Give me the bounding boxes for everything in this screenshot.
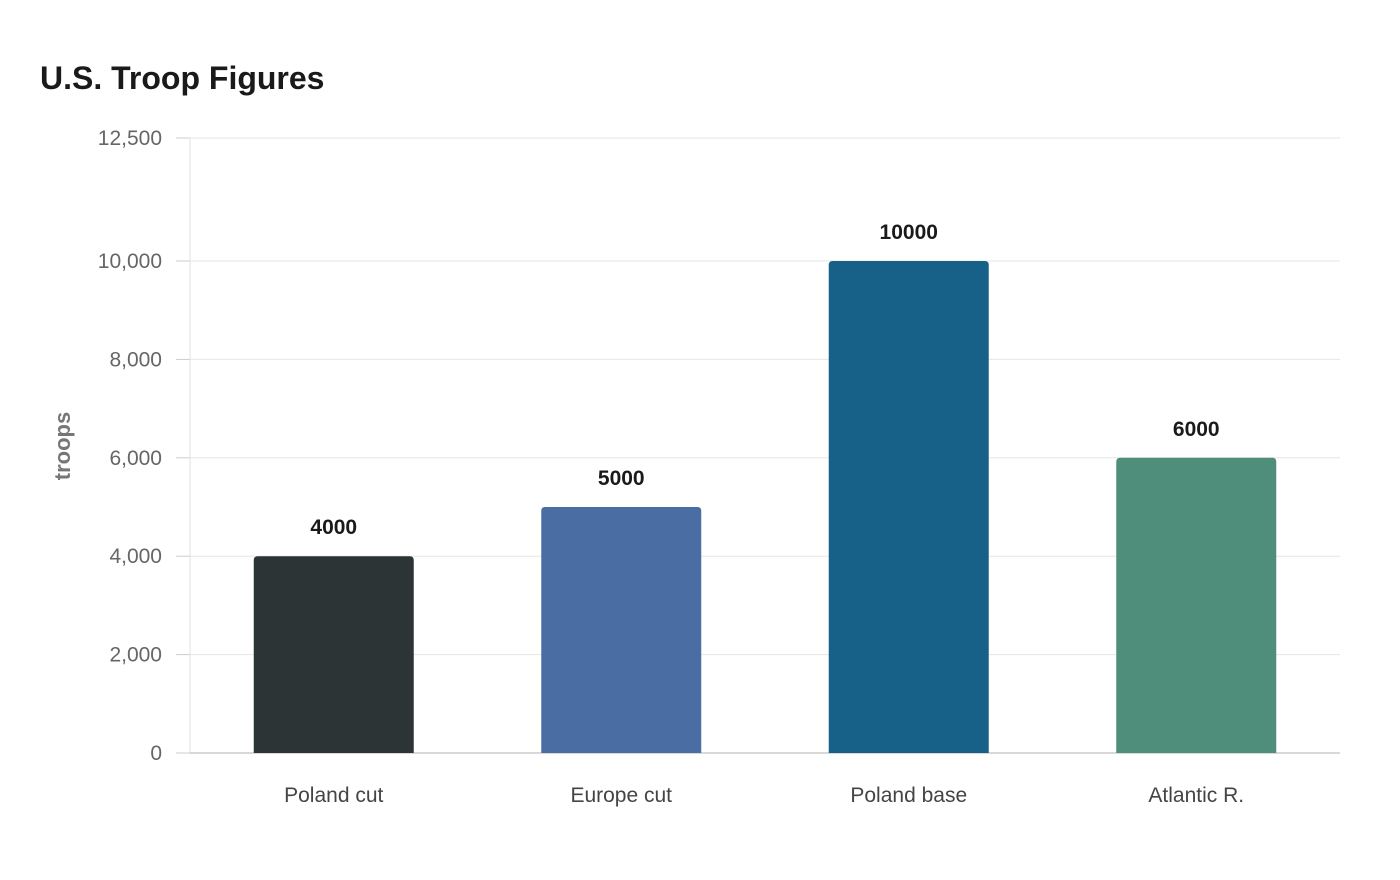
labels: 0 2,000 4,000 6,000 8,000 10,000 12,500 4000 Pol… [50,127,1244,807]
x-tick-label: Europe cut [570,784,672,807]
bar-value-label: 6000 [1173,418,1220,441]
y-tick-label: 4,000 [109,545,162,568]
bar-value-label: 5000 [598,467,645,490]
bar-value-label: 10000 [880,221,938,244]
y-tick-label: 6,000 [109,447,162,470]
y-tick-label: 2,000 [109,644,162,667]
bars [253,261,1277,753]
bar-poland-cut [253,556,414,753]
y-tick-label: 8,000 [109,348,162,371]
bar-atlantic-r [1116,457,1277,753]
x-tick-label: Poland base [850,784,967,807]
x-tick-label: Atlantic R. [1148,784,1244,807]
bar-poland-base [828,261,989,753]
x-tick-label: Poland cut [284,784,383,807]
y-tick-label: 0 [150,742,162,765]
y-axis-title: troops [50,412,75,480]
bar-value-label: 4000 [310,516,357,539]
bar-europe-cut [541,507,702,753]
chart-title: U.S. Troop Figures [40,60,325,96]
y-tick-label: 12,500 [98,127,162,150]
y-tick-label: 10,000 [98,250,162,273]
